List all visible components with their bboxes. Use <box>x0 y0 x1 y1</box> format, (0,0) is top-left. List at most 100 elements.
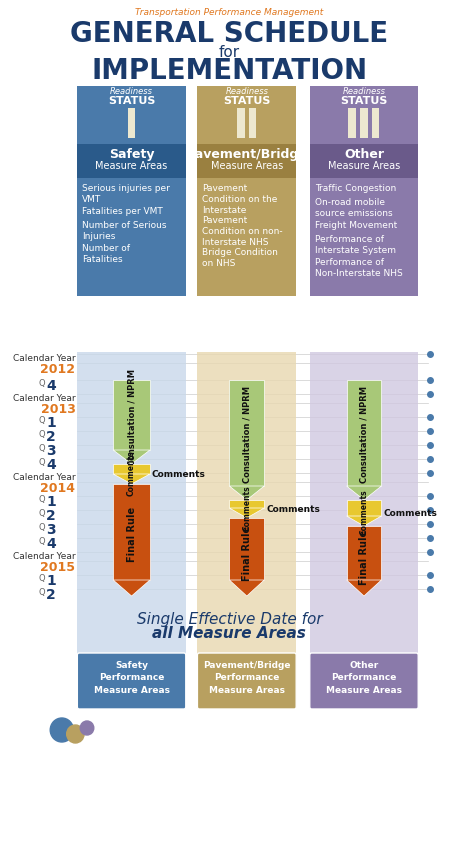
Bar <box>348 108 356 138</box>
Bar <box>198 86 296 144</box>
Polygon shape <box>230 486 264 500</box>
Polygon shape <box>346 580 382 596</box>
Bar <box>77 352 186 688</box>
Text: 1: 1 <box>46 574 56 588</box>
Bar <box>198 144 296 178</box>
Text: Q: Q <box>39 509 45 518</box>
Text: Readiness: Readiness <box>225 87 268 96</box>
Text: 2014: 2014 <box>40 482 76 495</box>
Text: Single Effective Date for: Single Effective Date for <box>136 612 322 627</box>
Bar <box>198 352 296 688</box>
Bar <box>77 178 186 296</box>
Text: Safety: Safety <box>109 148 154 161</box>
Text: Q: Q <box>39 458 45 467</box>
Text: Serious injuries per
VMT: Serious injuries per VMT <box>82 184 170 204</box>
Bar <box>113 484 150 580</box>
Text: Final Rule: Final Rule <box>242 526 252 581</box>
Circle shape <box>80 721 94 735</box>
Bar <box>230 500 264 508</box>
Text: Q: Q <box>39 416 45 425</box>
Text: Freight Movement: Freight Movement <box>315 221 397 230</box>
Text: 2: 2 <box>46 430 56 444</box>
Text: Calendar Year: Calendar Year <box>13 394 76 403</box>
Bar <box>230 380 264 486</box>
Text: Q: Q <box>39 444 45 453</box>
Bar <box>198 178 296 296</box>
Text: Number of Serious
Injuries: Number of Serious Injuries <box>82 221 166 241</box>
Text: Comments: Comments <box>383 510 437 518</box>
Text: STATUS: STATUS <box>340 96 388 106</box>
Text: Calendar Year: Calendar Year <box>13 473 76 482</box>
Text: 4: 4 <box>46 379 56 393</box>
Bar <box>346 500 382 516</box>
Bar <box>237 108 245 138</box>
Text: 3: 3 <box>46 523 56 537</box>
Text: Consultation / NPRM: Consultation / NPRM <box>242 386 251 483</box>
Text: Consultation / NPRM: Consultation / NPRM <box>360 386 369 483</box>
Text: 3: 3 <box>46 444 56 458</box>
Text: Measure Areas: Measure Areas <box>95 161 168 171</box>
Text: Pavement/Bridge
Performance
Measure Areas: Pavement/Bridge Performance Measure Area… <box>203 661 291 695</box>
Circle shape <box>67 725 84 743</box>
Text: Consultation / NPRM: Consultation / NPRM <box>127 370 136 466</box>
Text: Comments: Comments <box>127 450 136 495</box>
Text: Final Rule: Final Rule <box>359 530 369 585</box>
Polygon shape <box>346 516 382 526</box>
Bar <box>77 144 186 178</box>
Text: Pavement/Bridge: Pavement/Bridge <box>186 148 307 161</box>
Text: Q: Q <box>39 537 45 546</box>
Bar <box>310 352 418 688</box>
Text: for: for <box>219 45 240 60</box>
Polygon shape <box>346 486 382 500</box>
Text: Traffic Congestion: Traffic Congestion <box>315 184 396 193</box>
Polygon shape <box>113 474 150 484</box>
FancyBboxPatch shape <box>310 653 418 709</box>
Text: Q: Q <box>39 379 45 388</box>
Text: Q: Q <box>39 495 45 504</box>
Text: Transportation Performance Management: Transportation Performance Management <box>135 8 324 17</box>
Text: Other
Performance
Measure Areas: Other Performance Measure Areas <box>326 661 402 695</box>
Bar <box>346 380 382 486</box>
Text: Measure Areas: Measure Areas <box>211 161 283 171</box>
Circle shape <box>50 718 73 742</box>
Text: Pavement
Condition on non-
Interstate NHS: Pavement Condition on non- Interstate NH… <box>202 216 283 247</box>
Text: all Measure Areas: all Measure Areas <box>153 626 306 641</box>
Text: Final Rule: Final Rule <box>126 507 136 562</box>
Bar <box>372 108 379 138</box>
Text: Fatalities per VMT: Fatalities per VMT <box>82 207 163 216</box>
Bar <box>249 108 256 138</box>
Polygon shape <box>230 508 264 518</box>
Text: Measure Areas: Measure Areas <box>328 161 400 171</box>
Text: Q: Q <box>39 574 45 583</box>
Bar <box>310 86 418 144</box>
Text: 2: 2 <box>46 509 56 523</box>
FancyBboxPatch shape <box>77 653 186 709</box>
Bar <box>128 108 135 138</box>
Text: Q: Q <box>39 588 45 597</box>
Text: Comments: Comments <box>266 505 320 513</box>
Polygon shape <box>113 580 150 596</box>
Text: On-road mobile
source emissions: On-road mobile source emissions <box>315 198 392 218</box>
Text: 2: 2 <box>46 588 56 602</box>
Text: Calendar Year: Calendar Year <box>13 354 76 363</box>
Polygon shape <box>113 450 150 464</box>
Text: Pavement
Condition on the
Interstate: Pavement Condition on the Interstate <box>202 184 278 215</box>
Bar <box>113 380 150 450</box>
Text: Number of
Fatalities: Number of Fatalities <box>82 244 130 264</box>
Text: Calendar Year: Calendar Year <box>13 552 76 561</box>
Text: Q: Q <box>39 430 45 439</box>
Text: 4: 4 <box>46 458 56 472</box>
FancyBboxPatch shape <box>198 653 296 709</box>
Text: 1: 1 <box>46 495 56 509</box>
Text: 2013: 2013 <box>40 403 76 416</box>
Text: 2015: 2015 <box>40 561 76 574</box>
Text: Safety
Performance
Measure Areas: Safety Performance Measure Areas <box>94 661 170 695</box>
Bar <box>310 178 418 296</box>
Text: Performance of
Non-Interstate NHS: Performance of Non-Interstate NHS <box>315 258 402 279</box>
Text: Performance of
Interstate System: Performance of Interstate System <box>315 235 396 255</box>
Bar <box>113 464 150 474</box>
Text: Comments: Comments <box>152 469 206 479</box>
Text: Other: Other <box>344 148 384 161</box>
Bar <box>360 108 368 138</box>
Text: STATUS: STATUS <box>108 96 155 106</box>
